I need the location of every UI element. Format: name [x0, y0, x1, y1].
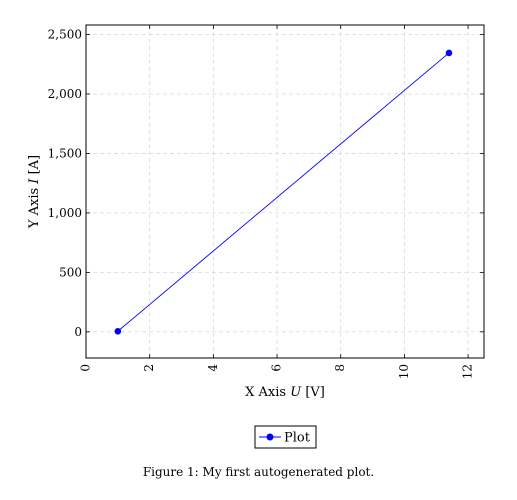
y-tick-label: 1,000 — [48, 206, 82, 220]
x-axis-label-symbol: U — [290, 385, 302, 400]
legend: Plot — [254, 425, 317, 449]
x-tick-label: 6 — [270, 364, 284, 372]
y-axis-label-part: Y Axis — [27, 184, 42, 229]
axes — [85, 24, 485, 359]
x-axis-label-part: X Axis — [245, 385, 290, 400]
x-axis-label-unit: [V] — [301, 385, 325, 400]
x-tick-label: 10 — [397, 364, 411, 379]
y-tick-label: 500 — [59, 265, 82, 279]
y-tick-label: 2,000 — [48, 87, 82, 101]
x-tick-label: 4 — [206, 364, 220, 372]
data-point — [114, 327, 122, 335]
y-ticks: 0 500 1,000 1,500 2,000 2,500 — [48, 28, 484, 339]
grid — [85, 25, 484, 358]
y-axis-label: Y Axis I [A] — [27, 155, 42, 229]
y-tick-label: 2,500 — [48, 28, 82, 42]
y-axis-label-unit: [A] — [27, 155, 42, 179]
x-axis-label: X Axis U [V] — [245, 385, 325, 400]
y-axis-label-symbol: I — [27, 178, 42, 185]
figure-caption: Figure 1: My first autogenerated plot. — [142, 465, 375, 479]
x-ticks: 0 2 4 6 8 10 12 — [79, 25, 475, 379]
x-tick-label: 0 — [79, 364, 93, 372]
data-point — [445, 49, 453, 57]
y-tick-label: 0 — [74, 325, 82, 339]
plot-frame — [85, 24, 485, 359]
legend-marker — [266, 433, 274, 441]
x-tick-label: 12 — [461, 364, 475, 379]
y-tick-label: 1,500 — [48, 146, 82, 160]
x-tick-label: 8 — [333, 364, 347, 372]
legend-box — [254, 425, 317, 449]
legend-label: Plot — [284, 431, 311, 446]
x-tick-label: 2 — [142, 364, 156, 372]
series-line — [117, 52, 450, 332]
series — [114, 49, 453, 335]
